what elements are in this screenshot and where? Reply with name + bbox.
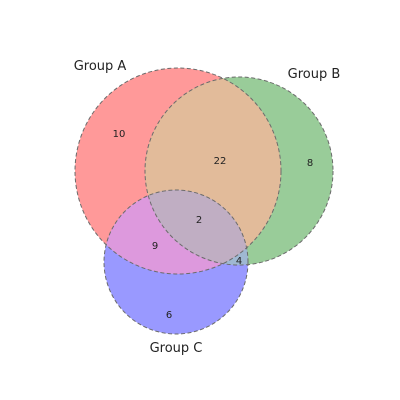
region-value-a: 10 — [113, 129, 126, 140]
circle-outline-c — [103, 189, 249, 335]
region-value-ab: 22 — [214, 156, 227, 167]
region-value-c: 6 — [166, 310, 172, 321]
set-label-b: Group B — [288, 67, 341, 82]
circle-outline-b — [144, 76, 334, 266]
circle-outline-a — [74, 67, 282, 275]
region-value-bc: 4 — [236, 256, 242, 267]
set-label-a: Group A — [74, 59, 127, 74]
set-label-c: Group C — [150, 341, 203, 356]
region-value-b: 8 — [307, 158, 313, 169]
region-value-abc: 2 — [196, 215, 202, 226]
region-value-ac: 9 — [152, 241, 158, 252]
